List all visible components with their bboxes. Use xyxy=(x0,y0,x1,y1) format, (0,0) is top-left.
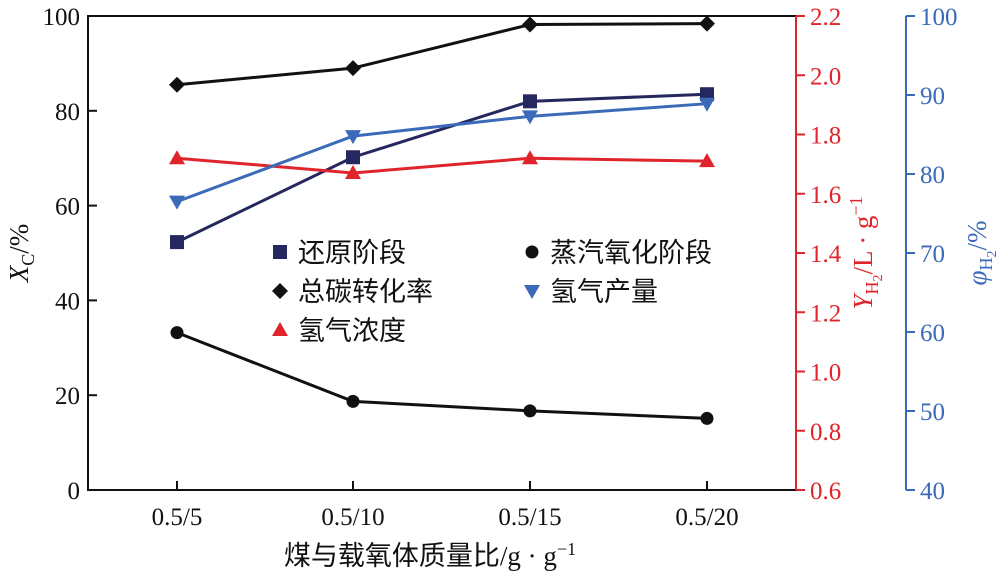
right-axis-title-yield-main: Y xyxy=(848,292,878,310)
x-tick-label: 0.5/20 xyxy=(675,504,738,531)
x-axis-title: 煤与载氧体质量比/g · g−1 xyxy=(284,539,576,571)
data-point xyxy=(170,326,184,340)
x-axis-title-sup: −1 xyxy=(557,539,576,559)
right-tick-label-fraction: 60 xyxy=(920,320,945,347)
right-axis-title-yield-rest: /L · g xyxy=(848,216,878,275)
series-1 xyxy=(169,15,715,93)
x-tick-label: 0.5/5 xyxy=(152,504,203,531)
right-tick-label-yield: 2.2 xyxy=(810,4,841,31)
data-point xyxy=(345,130,361,145)
right-tick-label-yield: 0.8 xyxy=(810,419,841,446)
series-line xyxy=(176,92,708,244)
series-layer xyxy=(169,15,715,425)
left-tick-label: 40 xyxy=(55,288,80,315)
left-axis-title-rest: /% xyxy=(4,224,34,254)
legend-label: 还原阶段 xyxy=(298,238,406,269)
data-point xyxy=(522,110,538,125)
left-axis-title-main: X xyxy=(4,264,34,283)
data-point xyxy=(169,76,185,93)
legend-marker xyxy=(273,245,287,259)
right-axis-title-fraction: φH2/% xyxy=(962,221,1000,286)
right-tick-label-yield: 2.0 xyxy=(810,63,841,90)
legend-label: 总碳转化率 xyxy=(298,277,433,308)
series-4 xyxy=(169,97,715,210)
right-tick-label-fraction: 80 xyxy=(920,162,945,189)
legend-marker xyxy=(524,285,540,299)
right-tick-label-yield: 1.8 xyxy=(810,123,841,150)
right-tick-label-yield: 1.6 xyxy=(810,182,841,209)
right-axis-title-fraction-main: φ xyxy=(962,270,992,285)
data-point xyxy=(700,411,714,425)
left-tick-label: 80 xyxy=(55,99,80,126)
left-tick-label: 60 xyxy=(55,194,80,221)
right-axis-title-yield-sup: −1 xyxy=(846,196,866,215)
right-axis-title-fraction-sub: H xyxy=(976,258,996,271)
series-line xyxy=(176,331,708,420)
right-tick-label-fraction: 40 xyxy=(920,478,945,505)
x-axis-title-text: 煤与载氧体质量比/g · g xyxy=(284,541,557,571)
data-point xyxy=(522,16,538,33)
series-line xyxy=(176,156,708,175)
right-tick-label-yield: 1.4 xyxy=(810,241,842,268)
legend-item: 蒸汽氧化阶段 xyxy=(525,238,712,269)
legend-item: 总碳转化率 xyxy=(272,277,433,308)
right-tick-label-fraction: 70 xyxy=(920,241,945,268)
series-0 xyxy=(170,87,714,250)
data-point xyxy=(169,195,185,210)
legend-marker xyxy=(272,322,288,336)
legend-label: 氢气产量 xyxy=(550,277,658,308)
data-point xyxy=(169,150,185,165)
data-point xyxy=(523,404,537,418)
x-tick-label: 0.5/15 xyxy=(498,504,561,531)
data-point xyxy=(522,150,538,165)
right-y-axis-fraction: 40 50 60 70 80 90 100 xyxy=(905,4,958,505)
right-axis-title-yield-sub: H xyxy=(862,282,882,295)
data-point xyxy=(699,97,715,112)
legend-marker xyxy=(272,283,288,299)
right-axis-title-fraction-rest: /% xyxy=(962,221,992,251)
right-axis-title-yield-sub2: 2 xyxy=(871,275,886,282)
series-2 xyxy=(169,150,715,180)
data-point xyxy=(345,165,361,180)
right-tick-label-fraction: 90 xyxy=(920,83,945,110)
legend-item: 氢气浓度 xyxy=(272,316,406,347)
left-axis-title-sub: C xyxy=(18,254,38,266)
legend-marker xyxy=(525,245,539,259)
right-y-axis-yield: 0.6 0.8 1.0 1.2 1.4 1.6 1.8 2.0 2.2 xyxy=(795,4,842,505)
legend-label: 氢气浓度 xyxy=(298,316,406,347)
data-point xyxy=(170,235,184,250)
data-point xyxy=(345,60,361,77)
series-3 xyxy=(170,326,714,425)
right-tick-label-yield: 1.0 xyxy=(810,360,841,387)
x-axis: 0.5/5 0.5/10 0.5/15 0.5/20 xyxy=(152,481,739,531)
right-axis-title-fraction-sub2: 2 xyxy=(985,251,1000,258)
legend-item: 还原阶段 xyxy=(273,238,406,269)
legend-item: 氢气产量 xyxy=(524,277,658,308)
series-line xyxy=(176,102,708,204)
left-tick-label: 100 xyxy=(43,4,81,31)
data-point xyxy=(699,153,715,168)
right-tick-label-fraction: 100 xyxy=(920,4,958,31)
right-tick-label-yield: 0.6 xyxy=(810,478,841,505)
left-tick-label: 20 xyxy=(55,383,80,410)
legend-label: 蒸汽氧化阶段 xyxy=(550,238,712,269)
data-point xyxy=(346,394,360,408)
data-point xyxy=(346,150,360,165)
data-point xyxy=(699,15,715,32)
data-point xyxy=(523,94,537,109)
left-tick-label: 0 xyxy=(68,478,81,505)
left-axis-title: XC/% xyxy=(4,224,38,284)
x-tick-label: 0.5/10 xyxy=(321,504,384,531)
right-tick-label-yield: 1.2 xyxy=(810,300,841,327)
right-axis-title-yield: YH2/L · g−1 xyxy=(846,196,886,309)
left-y-axis: 0 20 40 60 80 100 xyxy=(43,4,97,505)
series-line xyxy=(176,22,708,87)
right-tick-label-fraction: 50 xyxy=(920,399,945,426)
